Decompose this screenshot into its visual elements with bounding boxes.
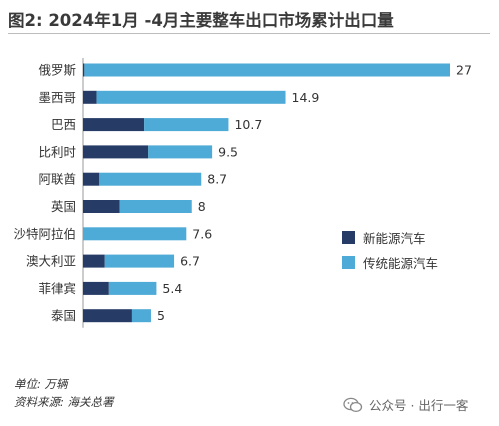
legend-swatch-new-energy (342, 230, 355, 244)
bar-traditional (144, 118, 229, 132)
source-note: 资料来源: 海关总署 (14, 395, 114, 409)
category-label: 阿联酋 (38, 172, 76, 187)
bar-traditional (96, 90, 286, 104)
total-value-label: 14.9 (292, 90, 320, 105)
footer-notes: 单位: 万辆 资料来源: 海关总署 (14, 375, 114, 411)
bar-traditional (99, 172, 202, 186)
total-value-label: 27 (456, 63, 472, 78)
category-label: 墨西哥 (38, 90, 76, 105)
category-label: 沙特阿拉伯 (13, 226, 76, 241)
bar-new-energy (83, 200, 120, 213)
category-label: 英国 (51, 199, 76, 214)
bar-new-energy (83, 309, 132, 323)
legend-swatch-traditional (342, 255, 355, 269)
category-label: 比利时 (38, 144, 76, 159)
total-value-label: 5 (157, 308, 165, 323)
category-label: 菲律宾 (38, 281, 76, 296)
title-divider (8, 33, 490, 34)
bar-new-energy (83, 63, 85, 77)
legend-item-new-energy: 新能源汽车 (342, 226, 438, 248)
bar-new-energy (83, 118, 145, 132)
bar-traditional (148, 145, 213, 159)
brand-text: 公众号 · 出行一客 (369, 398, 469, 413)
legend-label-new-energy: 新能源汽车 (363, 230, 426, 246)
bar-traditional (84, 63, 451, 77)
total-value-label: 8.7 (207, 172, 227, 187)
chart-title: 图2: 2024年1月 -4月主要整车出口市场累计出口量 (8, 11, 394, 30)
category-label: 澳大利亚 (26, 254, 76, 269)
bar-chart: 俄罗斯 27 墨西哥 14.9 巴西 10.7 比利时 9.5 阿联酋 8.7 英国 8 沙特阿拉伯 7.… (13, 58, 472, 328)
bar-new-energy (83, 281, 109, 295)
bar-traditional (83, 227, 187, 241)
total-value-label: 9.5 (218, 144, 238, 159)
bars-group (83, 63, 451, 323)
legend-label-traditional: 传统能源汽车 (363, 255, 439, 271)
category-label: 俄罗斯 (38, 63, 76, 78)
bar-traditional (104, 254, 175, 268)
total-value-label: 10.7 (234, 117, 262, 132)
brand-watermark: 公众号 · 出行一客 (343, 395, 468, 414)
category-label: 巴西 (51, 117, 76, 132)
bar-new-energy (83, 145, 149, 159)
bar-traditional (119, 200, 192, 213)
bar-traditional (131, 309, 151, 323)
category-label: 泰国 (51, 308, 76, 323)
labels-group: 俄罗斯 27 墨西哥 14.9 巴西 10.7 比利时 9.5 阿联酋 8.7 英国 8 沙特阿拉伯 7.… (13, 63, 471, 324)
bar-new-energy (83, 90, 97, 104)
total-value-label: 6.7 (180, 254, 200, 269)
total-value-label: 5.4 (162, 281, 182, 296)
unit-note: 单位: 万辆 (14, 377, 68, 391)
legend: 新能源汽车 传统能源汽车 (342, 226, 438, 276)
wechat-icon (343, 397, 363, 412)
total-value-label: 8 (198, 199, 206, 214)
bar-new-energy (83, 254, 105, 268)
bar-traditional (108, 281, 157, 295)
bar-new-energy (83, 172, 100, 186)
legend-item-traditional: 传统能源汽车 (342, 251, 438, 273)
total-value-label: 7.6 (192, 226, 212, 241)
